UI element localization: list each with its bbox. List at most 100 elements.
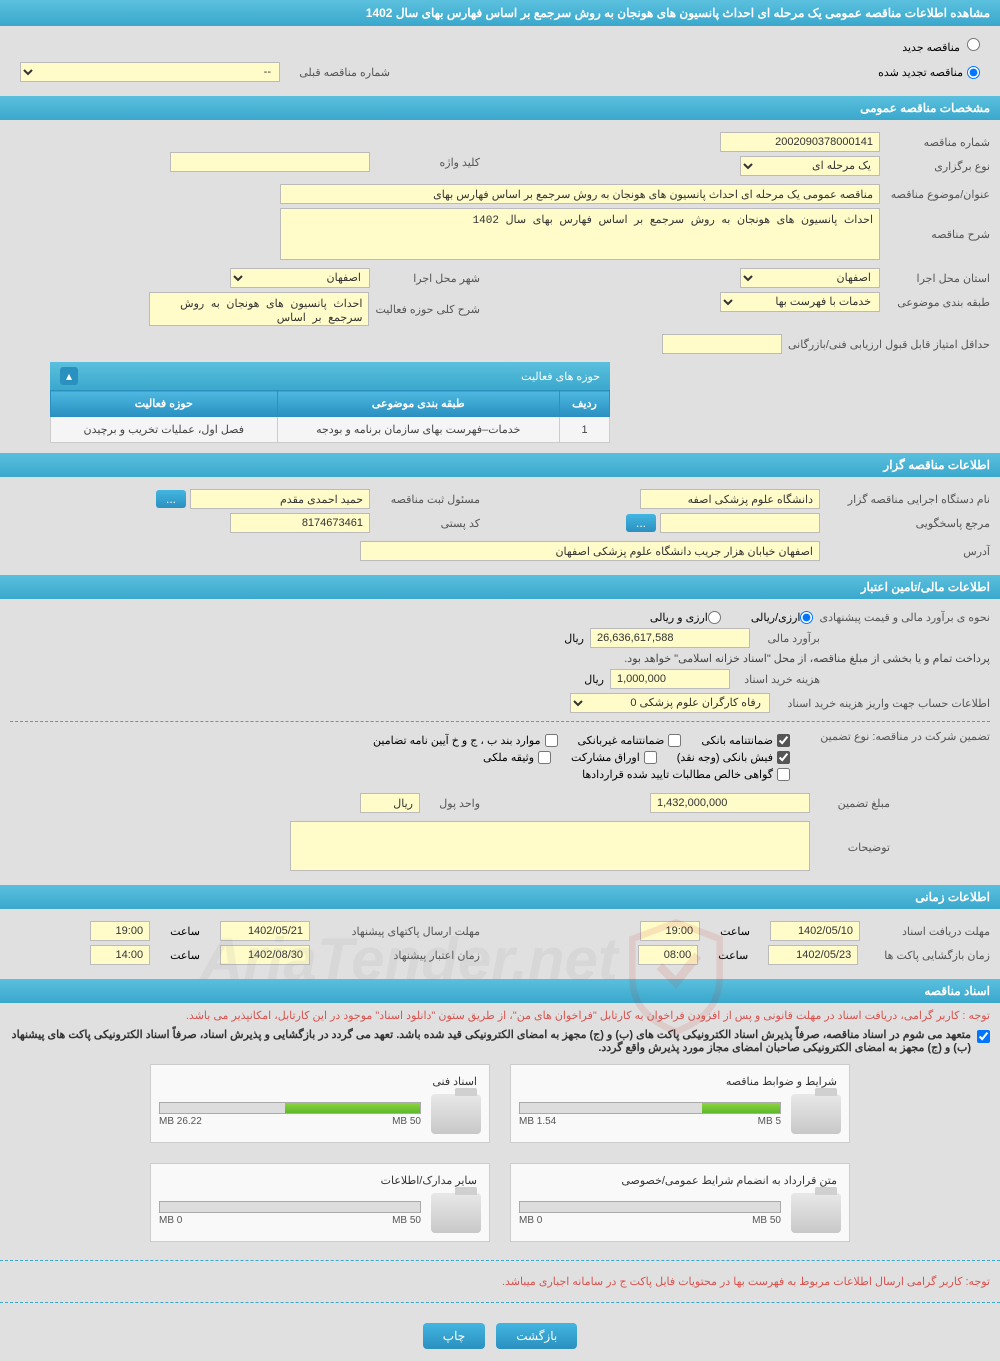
unit-field[interactable] [360, 793, 420, 813]
recv-time[interactable] [640, 921, 700, 941]
radio-renewed[interactable] [967, 66, 980, 79]
doc-total: 5 MB [758, 1116, 781, 1127]
section-org-header: اطلاعات مناقصه گزار [0, 453, 1000, 477]
subject-field[interactable] [280, 184, 880, 204]
prev-tender-select[interactable]: -- [20, 62, 280, 82]
radio-arzi-riali[interactable] [800, 611, 813, 624]
address-field[interactable] [360, 541, 820, 561]
prev-tender-label: شماره مناقصه قبلی [280, 66, 390, 79]
subject-label: عنوان/موضوع مناقصه [880, 188, 990, 201]
notes-textarea[interactable] [290, 821, 810, 871]
doc-title: سایر مدارک/اطلاعات [159, 1172, 481, 1189]
postal-label: کد پستی [370, 517, 480, 530]
radio-renewed-label: مناقصه تجدید شده [878, 66, 963, 79]
province-label: استان محل اجرا [880, 272, 990, 285]
keyword-field[interactable] [170, 152, 370, 172]
print-button[interactable]: چاپ [423, 1323, 485, 1349]
recv-label: مهلت دریافت اسناد [880, 925, 990, 938]
gt-vasighe-check[interactable] [538, 751, 551, 764]
valid-label: زمان اعتبار پیشنهاد [330, 949, 480, 962]
unit-label: واحد پول [420, 797, 480, 810]
valid-date[interactable] [220, 945, 310, 965]
payment-note: پرداخت تمام و یا بخشی از مبلغ مناقصه، از… [624, 652, 990, 665]
doc-total: 50 MB [392, 1215, 421, 1226]
doc-title: شرایط و ضوابط مناقصه [519, 1073, 841, 1090]
postal-field[interactable] [230, 513, 370, 533]
g-amount-field[interactable] [650, 793, 810, 813]
desc-label: شرح مناقصه [880, 208, 990, 241]
doc-used: 0 MB [519, 1215, 542, 1226]
gt-govahi-check[interactable] [777, 768, 790, 781]
open-date[interactable] [768, 945, 858, 965]
doc-fee-field[interactable] [610, 669, 730, 689]
contact-lookup-button[interactable]: ... [626, 514, 656, 532]
send-date[interactable] [220, 921, 310, 941]
activity-desc-label: شرح کلی حوزه فعالیت [369, 303, 480, 316]
rial-label: ریال [564, 632, 584, 645]
account-label: اطلاعات حساب جهت واریز هزینه خرید اسناد [770, 697, 990, 710]
collapse-icon[interactable]: ▴ [60, 367, 78, 385]
reg-user-lookup-button[interactable]: ... [156, 490, 186, 508]
folder-icon[interactable] [791, 1193, 841, 1233]
doc-title: اسناد فنی [159, 1073, 481, 1090]
gt-fish-check[interactable] [777, 751, 790, 764]
est-field[interactable] [590, 628, 750, 648]
col-class: طبقه بندی موضوعی [277, 391, 559, 417]
warn2: متعهد می شوم در اسناد مناقصه، صرفاً پذیر… [10, 1028, 971, 1054]
doc-card: شرایط و ضوابط مناقصه5 MB1.54 MB [510, 1064, 850, 1143]
desc-textarea[interactable]: احداث پانسیون های هونجان به روش سرجمع بر… [280, 208, 880, 260]
doc-used: 0 MB [159, 1215, 182, 1226]
page-title: مشاهده اطلاعات مناقصه عمومی یک مرحله ای … [0, 0, 1000, 26]
gt-b-check[interactable] [545, 734, 558, 747]
warn3: توجه: کاربر گرامی ارسال اطلاعات مربوط به… [0, 1269, 1000, 1294]
progress-bar [519, 1102, 781, 1114]
radio-new-label: مناقصه جدید [902, 42, 960, 54]
contact-field[interactable] [660, 513, 820, 533]
g-amount-label: مبلغ تضمین [810, 797, 890, 810]
doc-total: 50 MB [392, 1116, 421, 1127]
activity-desc-field[interactable]: احداث پانسیون های هونجان به روش سرجمع بر… [149, 292, 369, 326]
radio-arzi-o-riali[interactable] [708, 611, 721, 624]
table-row: 1 خدمات–فهرست بهای سازمان برنامه و بودجه… [51, 417, 610, 443]
keyword-label: کلید واژه [370, 156, 480, 169]
col-activity: حوزه فعالیت [51, 391, 278, 417]
org-label: نام دستگاه اجرایی مناقصه گزار [820, 493, 990, 506]
back-button[interactable]: بازگشت [496, 1323, 577, 1349]
reg-user-label: مسئول ثبت مناقصه [370, 493, 480, 506]
progress-bar [159, 1102, 421, 1114]
type-select[interactable]: یک مرحله ای [740, 156, 880, 176]
activity-table: ردیف طبقه بندی موضوعی حوزه فعالیت 1 خدما… [50, 390, 610, 443]
min-score-label: حداقل امتیاز قابل قبول ارزیابی فنی/بازرگ… [782, 338, 990, 351]
contact-label: مرجع پاسخگویی [820, 517, 990, 530]
guarantee-label: تضمین شرکت در مناقصه: نوع تضمین [790, 730, 990, 743]
class-label: طبقه بندی موضوعی [880, 296, 990, 309]
doc-title: متن قرارداد به انضمام شرایط عمومی/خصوصی [519, 1172, 841, 1189]
gt-bank-check[interactable] [777, 734, 790, 747]
address-label: آدرس [820, 545, 990, 558]
org-field[interactable] [640, 489, 820, 509]
account-select[interactable]: رفاه کارگران علوم پزشکی 0 [570, 693, 770, 713]
gt-oragh-check[interactable] [644, 751, 657, 764]
progress-bar [519, 1201, 781, 1213]
radio-new[interactable] [967, 38, 980, 51]
gt-nonbank-check[interactable] [668, 734, 681, 747]
city-select[interactable]: اصفهان [230, 268, 370, 288]
doc-card: سایر مدارک/اطلاعات 50 MB 0 MB [150, 1163, 490, 1242]
commit-check[interactable] [977, 1030, 990, 1043]
folder-icon[interactable] [791, 1094, 841, 1134]
col-row: ردیف [560, 391, 610, 417]
province-select[interactable]: اصفهان [740, 268, 880, 288]
doc-card: متن قرارداد به انضمام شرایط عمومی/خصوصی5… [510, 1163, 850, 1242]
min-score-field[interactable] [662, 334, 782, 354]
open-label: زمان بازگشایی پاکت ها [878, 949, 990, 962]
recv-date[interactable] [770, 921, 860, 941]
warn1: توجه : کاربر گرامی، دریافت اسناد در مهلت… [0, 1003, 1000, 1028]
class-select[interactable]: خدمات با فهرست بها [720, 292, 880, 312]
folder-icon[interactable] [431, 1193, 481, 1233]
send-time[interactable] [90, 921, 150, 941]
tender-no-field[interactable] [720, 132, 880, 152]
reg-user-field[interactable] [190, 489, 370, 509]
open-time[interactable] [638, 945, 698, 965]
folder-icon[interactable] [431, 1094, 481, 1134]
valid-time[interactable] [90, 945, 150, 965]
